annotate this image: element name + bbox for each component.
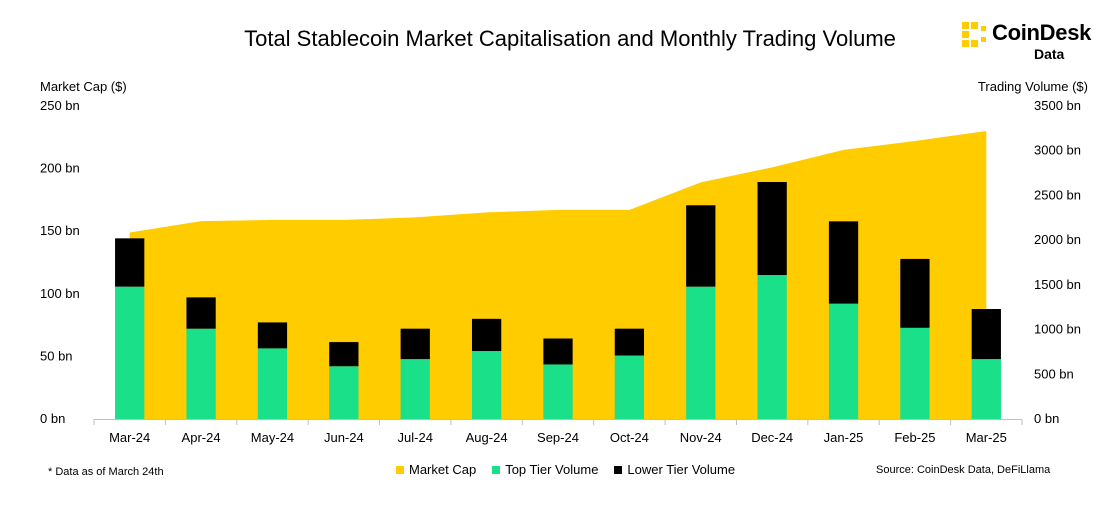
x-tick-label: Sep-24 <box>537 430 579 445</box>
bar-lower-tier-mar-24 <box>115 238 145 287</box>
bar-top-tier-nov-24 <box>686 286 716 419</box>
bar-top-tier-oct-24 <box>614 355 645 419</box>
bar-lower-tier-jan-25 <box>828 221 859 304</box>
left-y-tick-label: 150 bn <box>40 223 80 238</box>
left-axis-title: Market Cap ($) <box>40 79 127 94</box>
chart-title: Total Stablecoin Market Capitalisation a… <box>244 26 896 51</box>
left-y-tick-label: 200 bn <box>40 161 80 176</box>
legend-item-top-tier: Top Tier Volume <box>492 462 598 477</box>
bar-top-tier-jan-25 <box>828 303 859 419</box>
bar-top-tier-jun-24 <box>329 366 359 419</box>
x-tick-label: Apr-24 <box>182 430 221 445</box>
legend-label-top-tier: Top Tier Volume <box>505 462 599 477</box>
x-tick-label: Jun-24 <box>324 430 364 445</box>
bar-lower-tier-jun-24 <box>329 342 359 367</box>
bar-top-tier-may-24 <box>257 348 288 419</box>
x-tick-label: Jul-24 <box>398 430 433 445</box>
bar-lower-tier-mar-25 <box>971 309 1001 360</box>
legend-swatch-top-tier <box>492 465 501 474</box>
right-y-tick-label: 1500 bn <box>1034 277 1081 292</box>
right-axis-title: Trading Volume ($) <box>977 79 1088 94</box>
bar-top-tier-dec-24 <box>757 275 787 419</box>
bar-top-tier-mar-24 <box>115 286 145 419</box>
legend-item-lower-tier: Lower Tier Volume <box>614 462 735 477</box>
bar-lower-tier-apr-24 <box>186 297 216 329</box>
bar-lower-tier-aug-24 <box>471 318 502 352</box>
x-tick-label: Mar-25 <box>966 430 1007 445</box>
right-y-tick-label: 500 bn <box>1034 366 1074 381</box>
legend-label-lower-tier: Lower Tier Volume <box>627 462 736 477</box>
source-note: Source: CoinDesk Data, DeFiLlama <box>876 464 1051 476</box>
x-tick-label: Dec-24 <box>751 430 793 445</box>
coindesk-logo: CoinDesk Data <box>962 20 1112 66</box>
right-y-tick-label: 2000 bn <box>1034 232 1081 247</box>
bar-lower-tier-may-24 <box>257 322 288 349</box>
bar-lower-tier-oct-24 <box>614 328 645 356</box>
bar-lower-tier-jul-24 <box>400 328 430 360</box>
right-y-tick-label: 3000 bn <box>1034 143 1081 158</box>
bar-lower-tier-nov-24 <box>686 205 716 287</box>
legend-swatch-market-cap <box>396 465 404 474</box>
logo-subtitle: Data <box>1034 46 1065 62</box>
coindesk-logo-icon <box>962 22 986 47</box>
bar-top-tier-aug-24 <box>471 351 502 419</box>
footnote: * Data as of March 24th <box>48 466 164 478</box>
right-y-tick-label: 2500 bn <box>1034 187 1081 202</box>
left-y-tick-label: 0 bn <box>40 411 65 426</box>
x-tick-label: Aug-24 <box>466 430 508 445</box>
left-y-tick-label: 50 bn <box>40 348 73 363</box>
left-y-tick-label: 100 bn <box>40 286 80 301</box>
bar-lower-tier-sep-24 <box>543 338 573 365</box>
left-y-tick-label: 250 bn <box>40 98 80 113</box>
logo-wordmark: CoinDesk <box>992 20 1092 45</box>
legend-swatch-lower-tier <box>614 465 623 474</box>
bar-top-tier-feb-25 <box>900 327 930 419</box>
bar-lower-tier-feb-25 <box>900 258 930 328</box>
x-tick-label: Oct-24 <box>610 430 649 445</box>
right-y-tick-label: 1000 bn <box>1034 322 1081 337</box>
chart-legend: Market Cap Top Tier Volume Lower Tier Vo… <box>396 462 735 477</box>
legend-item-market-cap: Market Cap <box>396 462 476 477</box>
x-tick-label: Jan-25 <box>824 430 864 445</box>
x-tick-label: Nov-24 <box>680 430 722 445</box>
bar-top-tier-mar-25 <box>971 359 1001 419</box>
bar-top-tier-apr-24 <box>186 328 216 419</box>
x-tick-label: Feb-25 <box>894 430 935 445</box>
bar-lower-tier-dec-24 <box>757 182 787 276</box>
bar-top-tier-jul-24 <box>400 359 430 419</box>
x-tick-label: May-24 <box>251 430 294 445</box>
right-y-tick-label: 3500 bn <box>1034 98 1081 113</box>
bar-top-tier-sep-24 <box>543 364 573 419</box>
legend-label-market-cap: Market Cap <box>409 462 477 477</box>
x-tick-label: Mar-24 <box>109 430 150 445</box>
right-y-tick-label: 0 bn <box>1034 411 1059 426</box>
